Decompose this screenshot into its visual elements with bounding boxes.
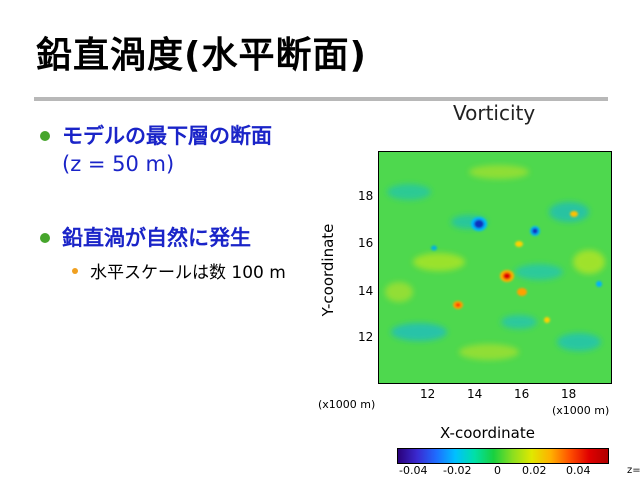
bullet-item-2: 鉛直渦が自然に発生 [40, 224, 251, 252]
sub-bullet-item: 水平スケールは数 100 m [72, 258, 318, 283]
bullet-dot-icon [40, 131, 50, 141]
y-tick-label: 16 [358, 236, 374, 250]
bullet-item-1-text: モデルの最下層の断面 (z = 50 m) [62, 122, 272, 178]
y-tick-label: 12 [358, 330, 374, 344]
vorticity-field [379, 152, 611, 383]
title-divider [34, 97, 608, 101]
colorbar-tick-label: -0.02 [443, 464, 472, 477]
bullet-dot-icon [40, 233, 50, 243]
colorbar [397, 448, 609, 464]
slide-title: 鉛直渦度(水平断面) [36, 35, 367, 76]
z-label: z= [627, 465, 640, 476]
sub-bullet-dot-icon [72, 267, 78, 274]
figure-title: Vorticity [453, 101, 536, 125]
x-tick-label: 16 [514, 387, 530, 401]
y-unit-label: (x1000 m) [318, 398, 376, 411]
sub-bullet-text: 水平スケールは数 100 m [90, 263, 286, 283]
colorbar-tick-label: 0.04 [566, 464, 591, 477]
bullet-item-1-title: モデルの最下層の断面 [62, 124, 272, 148]
bullet-item-2-title: 鉛直渦が自然に発生 [62, 226, 251, 250]
bullet-item-1-sub: (z = 50 m) [62, 152, 175, 176]
y-tick-label: 18 [358, 189, 374, 203]
x-axis-label: X-coordinate [440, 424, 535, 442]
x-tick-label: 18 [561, 387, 577, 401]
x-tick-label: 12 [420, 387, 436, 401]
bullet-item-1: モデルの最下層の断面 (z = 50 m) [40, 122, 272, 178]
colorbar-tick-label: 0 [494, 464, 501, 477]
vorticity-plot [378, 151, 612, 384]
x-unit-label: (x1000 m) [552, 404, 610, 417]
colorbar-tick-label: -0.04 [399, 464, 428, 477]
y-axis-label: Y-coordinate [319, 223, 337, 317]
y-tick-label: 14 [358, 284, 374, 298]
colorbar-tick-label: 0.02 [522, 464, 547, 477]
x-tick-label: 14 [467, 387, 483, 401]
